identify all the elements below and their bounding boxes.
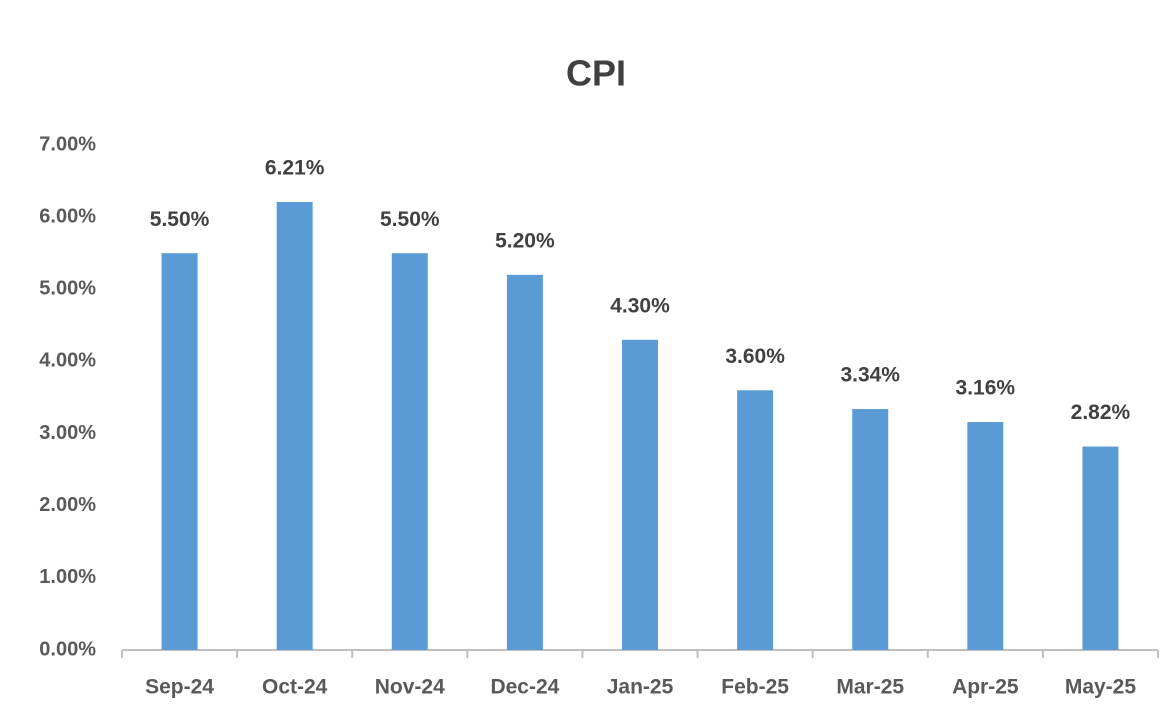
x-tick-label: Sep-24 — [145, 676, 214, 699]
y-tick-label: 0.00% — [39, 638, 96, 660]
x-tick-label: Oct-24 — [262, 676, 328, 699]
value-label: 3.16% — [956, 377, 1016, 400]
x-tick-label: Jan-25 — [607, 676, 674, 699]
value-label: 5.20% — [495, 229, 555, 252]
value-label: 3.60% — [725, 345, 785, 368]
x-tick-label: Nov-24 — [375, 676, 445, 699]
value-label: 5.50% — [380, 208, 440, 231]
bar — [506, 274, 543, 650]
chart-title: CPI — [566, 53, 626, 94]
value-label: 4.30% — [610, 294, 670, 317]
x-tick-label: May-25 — [1065, 676, 1137, 699]
x-tick-label: Apr-25 — [952, 676, 1019, 699]
x-tick-label: Dec-24 — [490, 676, 559, 699]
bar — [391, 253, 428, 650]
y-tick-label: 7.00% — [39, 133, 96, 155]
x-tick-label: Mar-25 — [836, 676, 904, 699]
y-tick-label: 1.00% — [39, 566, 96, 588]
y-tick-label: 6.00% — [39, 205, 96, 227]
y-tick-label: 2.00% — [39, 494, 96, 516]
bar — [852, 409, 889, 650]
bar — [1082, 446, 1119, 650]
value-label: 2.82% — [1071, 401, 1131, 424]
bar — [276, 201, 313, 650]
value-label: 5.50% — [150, 208, 210, 231]
value-label: 3.34% — [840, 364, 900, 387]
bar — [737, 390, 774, 650]
bar — [161, 253, 198, 650]
value-label: 6.21% — [265, 157, 325, 180]
bar — [967, 422, 1004, 650]
x-tick-label: Feb-25 — [721, 676, 789, 699]
y-tick-label: 3.00% — [39, 422, 96, 444]
y-tick-label: 5.00% — [39, 278, 96, 300]
bar — [622, 339, 658, 650]
y-tick-label: 4.00% — [39, 350, 96, 372]
